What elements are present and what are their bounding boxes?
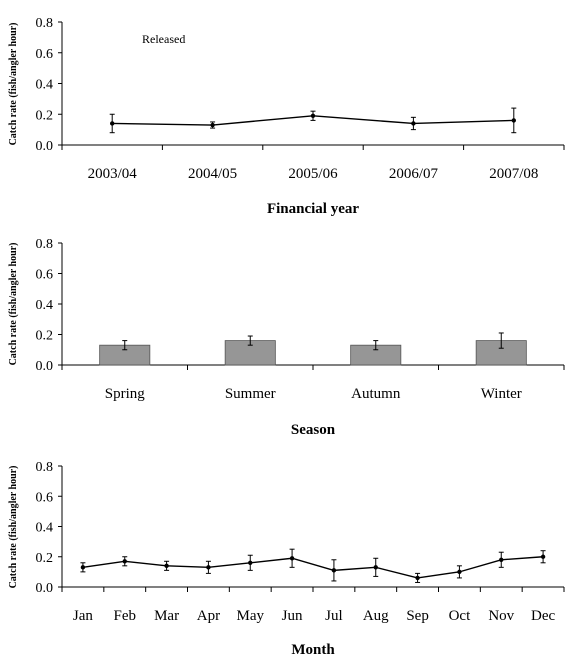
y-tick-label: 0.6 [36,268,54,283]
x-tick-label: 2005/06 [288,166,338,182]
x-tick-label: May [237,608,265,624]
x-tick-label: 2007/08 [489,166,538,182]
data-point [499,557,504,562]
y-tick-label: 0.2 [36,329,54,344]
y-tick-label: 0.4 [36,78,54,93]
y-tick-label: 0.2 [36,108,54,123]
y-tick-label: 0.4 [36,521,54,536]
y-tick-label: 0.6 [36,490,54,505]
data-point [310,113,316,118]
x-tick-label: Mar [154,608,179,624]
x-tick-label: Feb [114,608,137,624]
x-tick-label: Jun [282,608,303,624]
y-tick-label: 0.6 [36,47,54,62]
data-point [164,563,169,569]
data-point [206,565,211,570]
x-tick-label: Dec [531,608,555,624]
y-tick-label: 0.0 [36,139,54,154]
x-tick-label: 2006/07 [389,166,439,182]
chart-annotation: Released [142,32,185,46]
data-point [210,122,215,128]
y-tick-label: 0.0 [36,581,54,596]
y-tick-label: 0.0 [36,359,54,374]
data-point [289,556,295,561]
x-tick-label: Aug [363,608,389,624]
y-tick-label: 0.8 [36,237,54,252]
data-point [248,560,253,565]
y-axis-title: Catch rate (fish/angler hour) [8,243,19,366]
data-point [457,569,462,575]
y-tick-label: 0.2 [36,551,54,566]
data-point [110,121,115,126]
data-point [373,565,378,570]
x-axis-title: Financial year [267,201,359,217]
x-tick-label: Sep [406,608,429,624]
x-tick-label: Winter [481,386,522,402]
x-tick-label: 2004/05 [188,166,237,182]
x-tick-label: Jan [73,608,93,624]
x-tick-label: Summer [225,386,276,402]
data-point [540,554,546,559]
x-tick-label: Apr [197,608,220,624]
data-point [331,568,337,573]
data-point [80,565,86,570]
y-tick-label: 0.8 [36,460,54,475]
y-tick-label: 0.4 [36,298,54,313]
data-point [122,559,127,564]
x-tick-label: Oct [449,608,471,624]
y-axis-title: Catch rate (fish/angler hour) [8,23,19,146]
data-point [511,118,516,123]
x-tick-label: 2003/04 [88,166,138,182]
x-axis-title: Month [291,642,335,658]
x-tick-label: Spring [105,386,146,402]
series-line [82,556,544,579]
x-tick-label: Autumn [351,386,401,402]
data-point [411,121,416,126]
x-axis-title: Season [291,422,336,438]
data-point [415,575,420,581]
y-tick-label: 0.8 [36,16,54,31]
x-tick-label: Nov [488,608,514,624]
y-axis-title: Catch rate (fish/angler hour) [8,466,19,589]
x-tick-label: Jul [325,608,343,624]
